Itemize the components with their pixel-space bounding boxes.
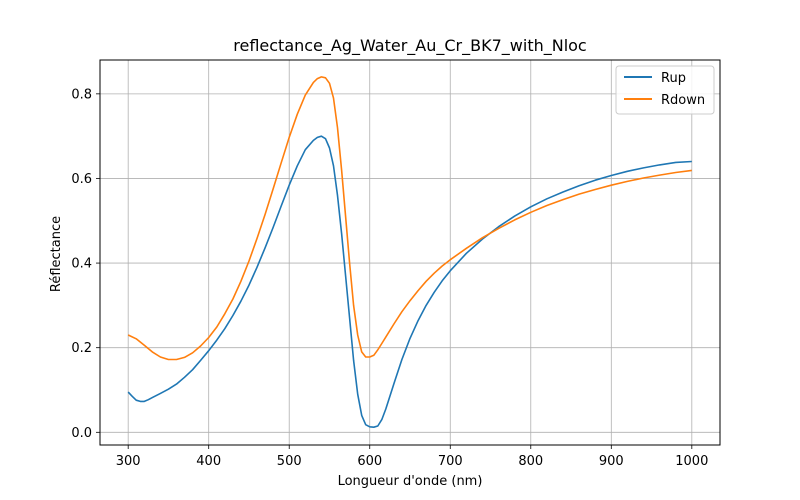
x-tick-label: 800 — [518, 454, 543, 469]
y-tick-label: 0.0 — [71, 426, 92, 441]
x-tick-label: 1000 — [675, 454, 708, 469]
plot-frame — [99, 59, 721, 446]
x-tick-label: 700 — [438, 454, 463, 469]
chart-title: reflectance_Ag_Water_Au_Cr_BK7_with_Nloc — [233, 36, 586, 56]
series-layer — [127, 76, 692, 429]
legend: Rup Rdown — [615, 65, 715, 115]
x-tick-label: 300 — [116, 454, 141, 469]
y-tick-label: 0.4 — [71, 257, 92, 272]
series-line-rup — [127, 135, 692, 429]
x-tick-label: 400 — [196, 454, 221, 469]
series-line-rdown — [127, 76, 692, 361]
y-tick-label: 0.8 — [71, 87, 92, 102]
y-axis-label: Réflectance — [49, 216, 64, 292]
grid — [100, 60, 720, 445]
legend-label-rdown: Rdown — [661, 93, 705, 108]
x-tick-label: 500 — [277, 454, 302, 469]
x-axis-ticks: 300 400 500 600 700 800 900 1000 — [116, 445, 708, 469]
y-axis-ticks: 0.0 0.2 0.4 0.6 0.8 — [71, 87, 100, 441]
legend-label-rup: Rup — [661, 71, 686, 86]
y-tick-label: 0.6 — [71, 172, 92, 187]
x-tick-label: 600 — [357, 454, 382, 469]
y-tick-label: 0.2 — [71, 341, 92, 356]
x-axis-label: Longueur d'onde (nm) — [338, 474, 483, 489]
x-tick-label: 900 — [599, 454, 624, 469]
